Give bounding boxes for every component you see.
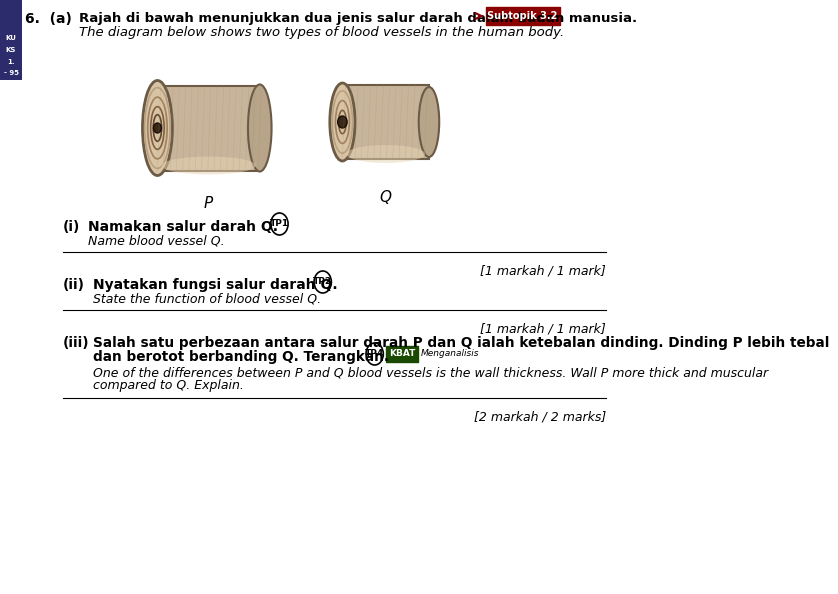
FancyBboxPatch shape: [486, 7, 560, 25]
FancyBboxPatch shape: [386, 346, 418, 362]
Circle shape: [271, 213, 288, 235]
Ellipse shape: [248, 84, 272, 172]
Text: TP2: TP2: [313, 277, 333, 286]
Polygon shape: [343, 85, 429, 159]
Text: KS: KS: [6, 47, 16, 53]
Text: (ii): (ii): [63, 278, 85, 292]
Text: Q: Q: [380, 190, 391, 205]
Text: Salah satu perbezaan antara salur darah P dan Q ialah ketebalan dinding. Dinding: Salah satu perbezaan antara salur darah …: [93, 336, 830, 350]
Ellipse shape: [419, 87, 439, 157]
Text: TP1: TP1: [270, 220, 289, 229]
Text: The diagram below shows two types of blood vessels in the human body.: The diagram below shows two types of blo…: [79, 26, 564, 39]
Text: TP4: TP4: [365, 349, 385, 359]
Text: Nyatakan fungsi salur darah Q.: Nyatakan fungsi salur darah Q.: [93, 278, 338, 292]
Ellipse shape: [142, 81, 173, 175]
Text: KBAT: KBAT: [389, 349, 416, 359]
Text: [1 markah / 1 mark]: [1 markah / 1 mark]: [480, 264, 606, 277]
Text: Name blood vessel Q.: Name blood vessel Q.: [88, 234, 225, 247]
Text: [1 markah / 1 mark]: [1 markah / 1 mark]: [480, 322, 606, 335]
Text: One of the differences between P and Q blood vessels is the wall thickness. Wall: One of the differences between P and Q b…: [93, 366, 768, 379]
Ellipse shape: [338, 116, 347, 128]
Text: Menganalisis: Menganalisis: [422, 349, 479, 359]
Text: (iii): (iii): [63, 336, 90, 350]
Ellipse shape: [162, 156, 256, 175]
Text: [2 markah / 2 marks]: [2 markah / 2 marks]: [473, 410, 606, 423]
Ellipse shape: [346, 145, 425, 163]
Text: Namakan salur darah Q.: Namakan salur darah Q.: [88, 220, 278, 234]
Ellipse shape: [330, 83, 355, 161]
Text: dan berotot berbanding Q. Terangkan.: dan berotot berbanding Q. Terangkan.: [93, 350, 389, 364]
Text: compared to Q. Explain.: compared to Q. Explain.: [93, 379, 244, 392]
Ellipse shape: [153, 123, 162, 133]
Circle shape: [314, 271, 331, 293]
Polygon shape: [158, 86, 260, 170]
Text: Subtopik 3.2: Subtopik 3.2: [488, 11, 558, 21]
Circle shape: [366, 343, 383, 365]
FancyBboxPatch shape: [0, 0, 22, 80]
Text: KU: KU: [6, 35, 17, 41]
Text: 1.: 1.: [8, 59, 15, 65]
Text: P: P: [204, 196, 213, 211]
Text: State the function of blood vessel Q.: State the function of blood vessel Q.: [93, 292, 321, 305]
Text: 6.  (a): 6. (a): [25, 12, 72, 26]
Text: (i): (i): [63, 220, 80, 234]
Text: Rajah di bawah menunjukkan dua jenis salur darah dalam badan manusia.: Rajah di bawah menunjukkan dua jenis sal…: [79, 12, 637, 25]
Text: - 95: - 95: [3, 70, 18, 76]
